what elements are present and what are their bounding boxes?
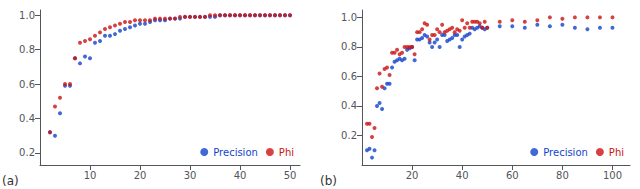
svg-text:Phi: Phi	[279, 147, 294, 158]
svg-text:0.8: 0.8	[341, 41, 357, 52]
svg-text:Precision: Precision	[543, 147, 588, 158]
svg-text:30: 30	[184, 170, 197, 181]
svg-text:0.4: 0.4	[19, 113, 35, 124]
svg-text:Phi: Phi	[609, 147, 624, 158]
svg-text:100: 100	[603, 170, 622, 181]
svg-text:1.0: 1.0	[341, 12, 357, 23]
svg-text:0.6: 0.6	[341, 71, 357, 82]
svg-text:60: 60	[506, 170, 519, 181]
svg-text:0.8: 0.8	[19, 44, 35, 55]
svg-text:40: 40	[234, 170, 247, 181]
svg-text:0.2: 0.2	[341, 130, 357, 141]
svg-text:50: 50	[284, 170, 297, 181]
svg-text:40: 40	[456, 170, 469, 181]
svg-text:10: 10	[84, 170, 97, 181]
svg-text:(a): (a)	[2, 174, 19, 188]
svg-text:20: 20	[134, 170, 147, 181]
svg-text:80: 80	[556, 170, 569, 181]
svg-text:1.0: 1.0	[19, 10, 35, 21]
svg-text:0.2: 0.2	[19, 147, 35, 158]
svg-text:0.6: 0.6	[19, 79, 35, 90]
svg-text:20: 20	[406, 170, 419, 181]
svg-text:(b): (b)	[320, 174, 337, 188]
svg-text:0.4: 0.4	[341, 100, 357, 111]
svg-text:Precision: Precision	[213, 147, 258, 158]
